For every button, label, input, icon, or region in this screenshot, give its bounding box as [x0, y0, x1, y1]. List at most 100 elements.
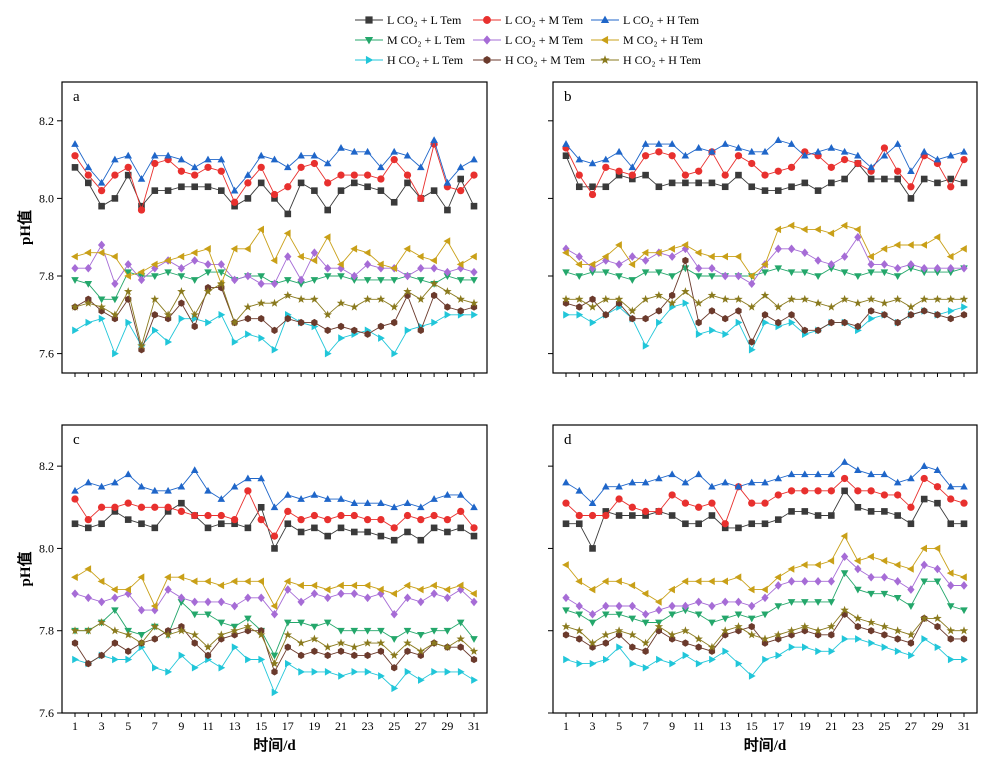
data-point: [734, 152, 743, 160]
data-point: [363, 593, 372, 603]
data-point: [85, 524, 92, 532]
data-point: [258, 334, 266, 342]
legend-label: M CO₂ + L Tem: [387, 33, 466, 47]
series: [71, 499, 478, 552]
data-point: [682, 651, 690, 660]
data-point: [338, 334, 345, 342]
series: [562, 552, 968, 619]
series: [71, 284, 478, 354]
data-point: [391, 318, 398, 327]
data-point: [164, 486, 172, 494]
data-point: [244, 195, 252, 202]
data-point: [748, 672, 756, 680]
data-point: [642, 171, 649, 179]
data-point: [681, 151, 690, 159]
data-point: [70, 626, 80, 635]
data-point: [801, 577, 809, 586]
data-point: [907, 503, 915, 511]
data-point: [310, 159, 319, 168]
data-point: [602, 163, 610, 171]
data-point: [761, 187, 769, 194]
data-point: [800, 294, 810, 303]
data-point: [694, 611, 703, 619]
data-point: [430, 589, 438, 598]
data-point: [814, 147, 822, 155]
y-axis-label: pH值: [16, 551, 34, 586]
data-point: [337, 171, 345, 179]
data-point: [854, 151, 862, 159]
data-point: [628, 601, 636, 611]
data-point: [561, 622, 571, 631]
legend-label: H CO₂ + H Tem: [623, 53, 702, 67]
data-point: [615, 495, 623, 503]
data-point: [311, 647, 318, 655]
legend-item: M CO₂ + L Tem: [355, 33, 466, 47]
data-point: [284, 619, 292, 627]
data-point: [124, 499, 132, 507]
data-point: [894, 512, 901, 519]
data-point: [907, 474, 915, 482]
x-tick-label: 27: [415, 719, 427, 733]
data-point: [324, 263, 332, 273]
data-point: [946, 482, 955, 490]
data-point: [801, 508, 809, 515]
data-point: [855, 635, 862, 643]
data-point: [230, 186, 239, 194]
series: [70, 279, 479, 350]
data-point: [84, 298, 93, 307]
data-point: [562, 593, 570, 603]
data-point: [788, 508, 795, 515]
data-point: [562, 478, 570, 486]
data-point: [84, 515, 92, 524]
data-point: [364, 183, 371, 191]
legend-marker: [365, 16, 373, 24]
data-point: [760, 634, 770, 643]
data-point: [191, 183, 198, 191]
data-point: [164, 151, 172, 159]
data-point: [217, 619, 226, 627]
data-point: [668, 585, 675, 594]
data-point: [110, 626, 120, 635]
data-point: [722, 647, 730, 656]
data-point: [403, 627, 412, 635]
series: [562, 570, 968, 627]
data-point: [880, 470, 889, 478]
data-point: [946, 269, 955, 277]
data-point: [840, 294, 849, 303]
data-point: [774, 136, 783, 144]
data-point: [111, 478, 119, 486]
data-point: [72, 326, 79, 335]
data-point: [840, 269, 849, 277]
series-line: [565, 535, 965, 603]
data-point: [668, 140, 676, 147]
data-point: [257, 163, 265, 171]
data-point: [337, 260, 344, 269]
data-point: [257, 151, 265, 159]
data-point: [681, 265, 690, 273]
data-point: [642, 663, 650, 672]
data-point: [575, 520, 583, 528]
data-point: [801, 151, 809, 159]
data-point: [921, 635, 929, 643]
data-point: [204, 524, 212, 532]
data-point: [893, 273, 902, 280]
data-point: [866, 618, 876, 627]
data-point: [337, 273, 345, 280]
data-point: [351, 326, 358, 334]
data-point: [296, 638, 306, 647]
data-point: [694, 634, 703, 643]
data-point: [854, 487, 862, 495]
data-point: [933, 155, 942, 163]
data-point: [800, 225, 808, 234]
data-point: [880, 556, 888, 565]
data-point: [363, 260, 372, 269]
data-point: [443, 627, 452, 635]
data-point: [323, 642, 332, 651]
data-point: [867, 470, 875, 478]
data-point: [588, 499, 597, 506]
data-point: [137, 573, 145, 582]
y-tick-label: 8.0: [39, 191, 54, 205]
data-point: [734, 252, 742, 261]
data-point: [164, 585, 172, 594]
data-point: [244, 474, 252, 482]
